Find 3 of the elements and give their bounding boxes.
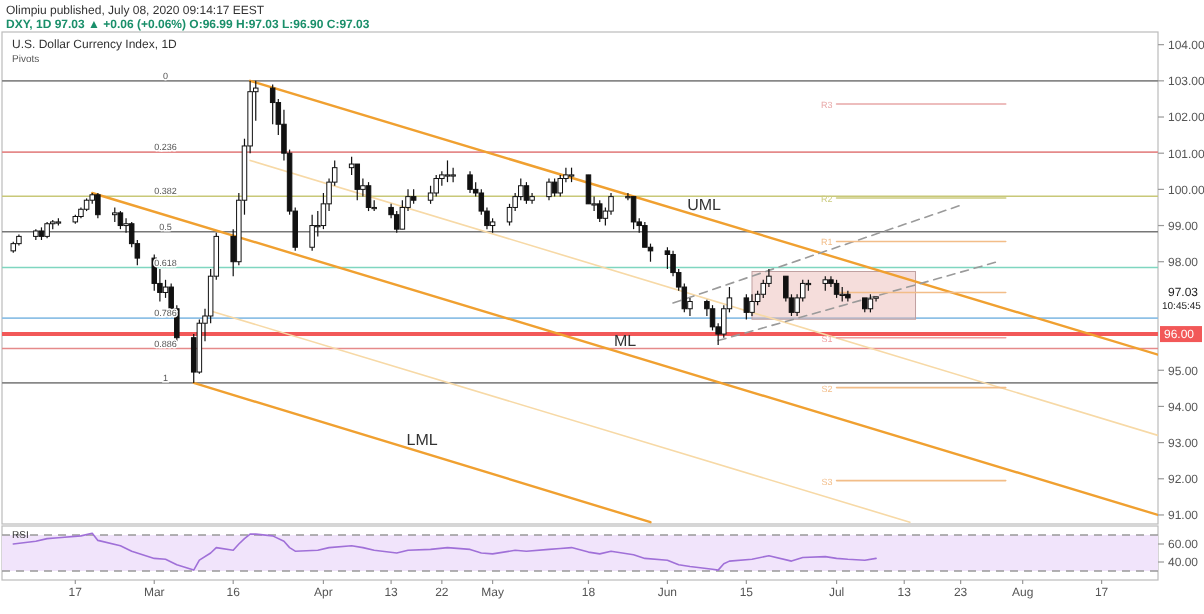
series-label: ML <box>613 331 638 350</box>
series-label: LML <box>406 430 439 449</box>
series-label: UML <box>687 195 723 214</box>
